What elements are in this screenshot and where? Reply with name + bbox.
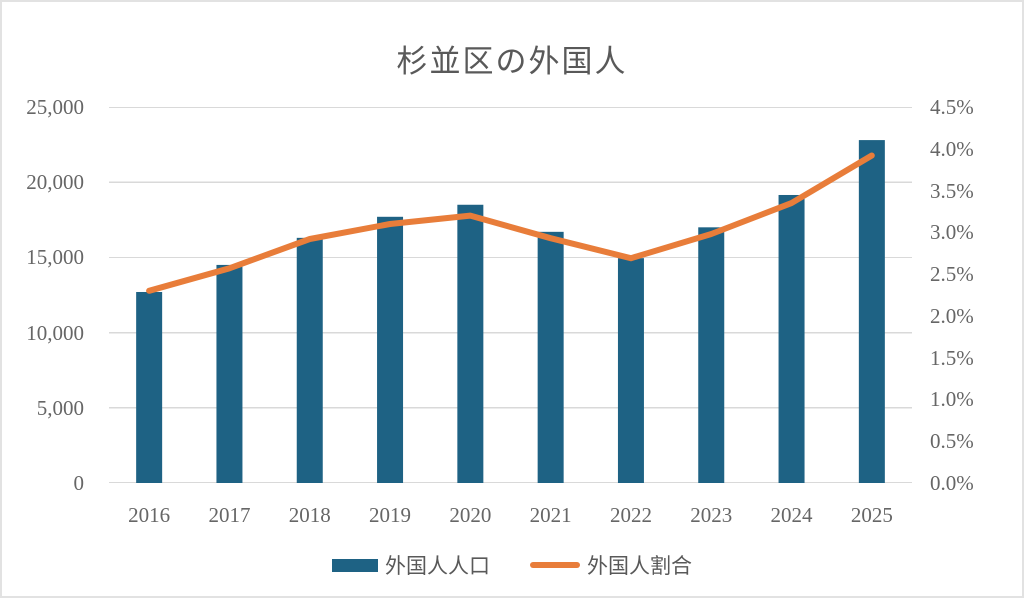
- bar-2022: [617, 258, 644, 483]
- bar-2017: [216, 264, 243, 483]
- x-axis-label-2021: 2021: [529, 503, 572, 527]
- bar-2020: [457, 204, 484, 483]
- bar-series-swatch-icon: [332, 558, 378, 572]
- bar-2019: [377, 216, 404, 483]
- ratio-trend-line: [146, 152, 875, 294]
- legend-label-population: 外国人人口: [385, 554, 490, 578]
- bar-2023: [698, 227, 725, 483]
- y-axis-left-tick-label: 20,000: [26, 170, 84, 195]
- x-axis-label-2016: 2016: [128, 503, 171, 527]
- x-axis-label-2019: 2019: [369, 503, 412, 527]
- bar-2025: [858, 140, 885, 483]
- legend-label-ratio: 外国人割合: [587, 554, 692, 578]
- y-axis-right-tick-label: 3.0%: [930, 220, 974, 245]
- y-axis-right-tick-label: 4.0%: [930, 136, 974, 161]
- x-axis-label-2023: 2023: [690, 503, 733, 527]
- y-axis-right-tick-label: 0.0%: [930, 471, 974, 495]
- y-axis-left-tick-label: 0: [73, 471, 85, 495]
- y-axis-right-tick-label: 1.5%: [930, 345, 974, 370]
- y-axis-right-tick-label: 3.5%: [930, 178, 974, 203]
- x-axis-label-2024: 2024: [770, 503, 813, 527]
- y-axis-right-tick-label: 2.5%: [930, 262, 974, 287]
- bar-2018: [296, 237, 323, 483]
- y-axis-left-tick-label: 5,000: [36, 395, 84, 420]
- x-axis-label-2020: 2020: [449, 503, 492, 527]
- line-series-swatch-icon: [530, 562, 580, 568]
- bar-2021: [537, 231, 564, 483]
- y-axis-left-tick-label: 10,000: [26, 320, 84, 345]
- y-axis-left-tick-label: 25,000: [26, 95, 84, 119]
- chart-title: 杉並区の外国人: [396, 44, 628, 79]
- legend-item-ratio: 外国人割合: [530, 550, 692, 580]
- y-axis-right-tick-label: 1.0%: [930, 387, 974, 412]
- x-axis-label-2017: 2017: [208, 503, 251, 527]
- y-axis-left-tick-label: 15,000: [26, 245, 84, 270]
- plot-area: [109, 107, 912, 483]
- legend: 外国人人口 外国人割合: [2, 550, 1022, 580]
- y-axis-right-tick-label: 4.5%: [930, 95, 974, 119]
- bar-2024: [778, 194, 805, 483]
- legend-item-population: 外国人人口: [332, 550, 490, 580]
- y-axis-right-tick-label: 0.5%: [930, 429, 974, 454]
- x-axis-label-2018: 2018: [288, 503, 331, 527]
- x-axis-label-2022: 2022: [609, 503, 652, 527]
- x-axis-label-2025: 2025: [850, 503, 893, 527]
- y-axis-right-tick-label: 2.0%: [930, 303, 974, 328]
- bar-2016: [136, 291, 163, 483]
